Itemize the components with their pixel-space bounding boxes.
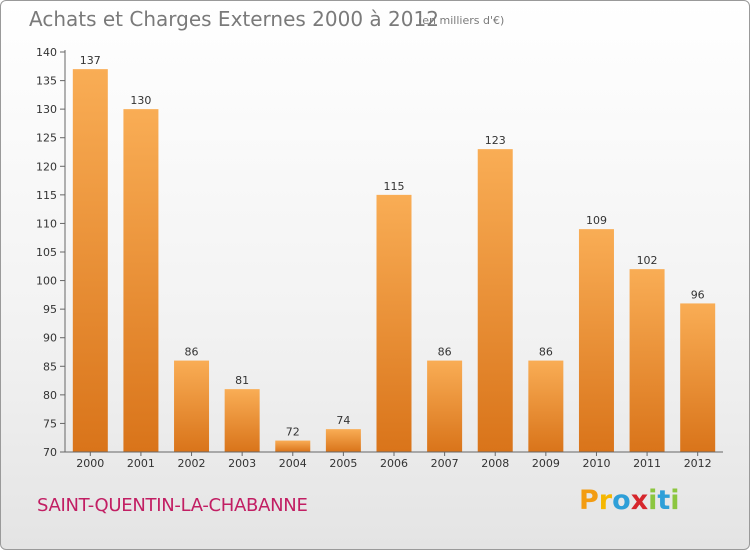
data-label: 86 bbox=[539, 346, 553, 359]
y-tick-label: 70 bbox=[43, 446, 57, 459]
bar-2007[interactable] bbox=[427, 360, 463, 452]
bar-2000[interactable] bbox=[72, 69, 108, 453]
x-tick-label: 2008 bbox=[481, 457, 509, 470]
bar-2001[interactable] bbox=[123, 109, 159, 453]
bar-2002[interactable] bbox=[174, 360, 210, 452]
y-tick-label: 75 bbox=[43, 417, 57, 430]
y-axis: 70 75 80 85 90 95 100 105 110 115 120 125 130 135 140 bbox=[36, 46, 66, 459]
data-label: 130 bbox=[130, 94, 151, 107]
x-tick-label: 2004 bbox=[279, 457, 307, 470]
data-label: 81 bbox=[235, 374, 249, 387]
x-tick-label: 2003 bbox=[228, 457, 256, 470]
data-label: 102 bbox=[637, 254, 658, 267]
bar-2011[interactable] bbox=[629, 269, 665, 452]
brand-letter: t bbox=[657, 485, 671, 516]
data-label: 74 bbox=[336, 414, 350, 427]
x-axis: 2000 2001 2002 2003 2004 2005 2006 2007 2008 2009… bbox=[65, 451, 723, 470]
x-tick-label: 2010 bbox=[582, 457, 610, 470]
chart-subtitle: (en milliers d'€) bbox=[418, 14, 505, 27]
brand-letter: x bbox=[630, 485, 649, 516]
brand-letter: P bbox=[579, 485, 599, 516]
chart-title: Achats et Charges Externes 2000 à 2012 bbox=[29, 7, 439, 31]
bar-2003[interactable] bbox=[224, 389, 260, 452]
bar-2006[interactable] bbox=[376, 194, 412, 452]
x-tick-label: 2000 bbox=[76, 457, 104, 470]
bars: 137 130 86 81 72 74 115 86 123 86 109 102 96 bbox=[72, 54, 716, 453]
y-tick-label: 100 bbox=[36, 275, 57, 288]
x-tick-label: 2006 bbox=[380, 457, 408, 470]
data-label: 123 bbox=[485, 134, 506, 147]
bar-2012[interactable] bbox=[680, 303, 716, 452]
data-label: 72 bbox=[286, 426, 300, 439]
y-tick-label: 130 bbox=[36, 103, 57, 116]
x-tick-label: 2007 bbox=[431, 457, 459, 470]
y-tick-label: 140 bbox=[36, 46, 57, 59]
bar-2008[interactable] bbox=[477, 149, 513, 452]
x-tick-label: 2002 bbox=[178, 457, 206, 470]
bar-2005[interactable] bbox=[325, 429, 361, 452]
x-tick-label: 2012 bbox=[684, 457, 712, 470]
brand-logo[interactable]: Proxiti bbox=[579, 485, 680, 516]
y-tick-label: 85 bbox=[43, 360, 57, 373]
data-label: 109 bbox=[586, 214, 607, 227]
brand-letter: r bbox=[598, 485, 613, 516]
data-label: 86 bbox=[185, 346, 199, 359]
y-tick-label: 110 bbox=[36, 217, 57, 230]
bar-2004[interactable] bbox=[275, 440, 311, 452]
bar-2009[interactable] bbox=[528, 360, 564, 452]
x-tick-label: 2009 bbox=[532, 457, 560, 470]
bar-2010[interactable] bbox=[578, 229, 614, 452]
brand-letter: o bbox=[612, 485, 631, 516]
y-tick-label: 95 bbox=[43, 303, 57, 316]
y-tick-label: 120 bbox=[36, 160, 57, 173]
y-tick-label: 90 bbox=[43, 332, 57, 345]
y-tick-label: 115 bbox=[36, 189, 57, 202]
y-tick-label: 80 bbox=[43, 389, 57, 402]
y-tick-label: 125 bbox=[36, 132, 57, 145]
brand-letter: i bbox=[670, 485, 680, 516]
data-label: 86 bbox=[438, 346, 452, 359]
x-tick-label: 2001 bbox=[127, 457, 155, 470]
x-tick-label: 2005 bbox=[329, 457, 357, 470]
place-name: SAINT-QUENTIN-LA-CHABANNE bbox=[37, 495, 308, 516]
y-tick-label: 105 bbox=[36, 246, 57, 259]
brand-letter: i bbox=[648, 485, 658, 516]
data-label: 96 bbox=[691, 288, 705, 301]
x-tick-label: 2011 bbox=[633, 457, 661, 470]
data-label: 115 bbox=[384, 180, 405, 193]
data-label: 137 bbox=[80, 54, 101, 67]
y-tick-label: 135 bbox=[36, 75, 57, 88]
